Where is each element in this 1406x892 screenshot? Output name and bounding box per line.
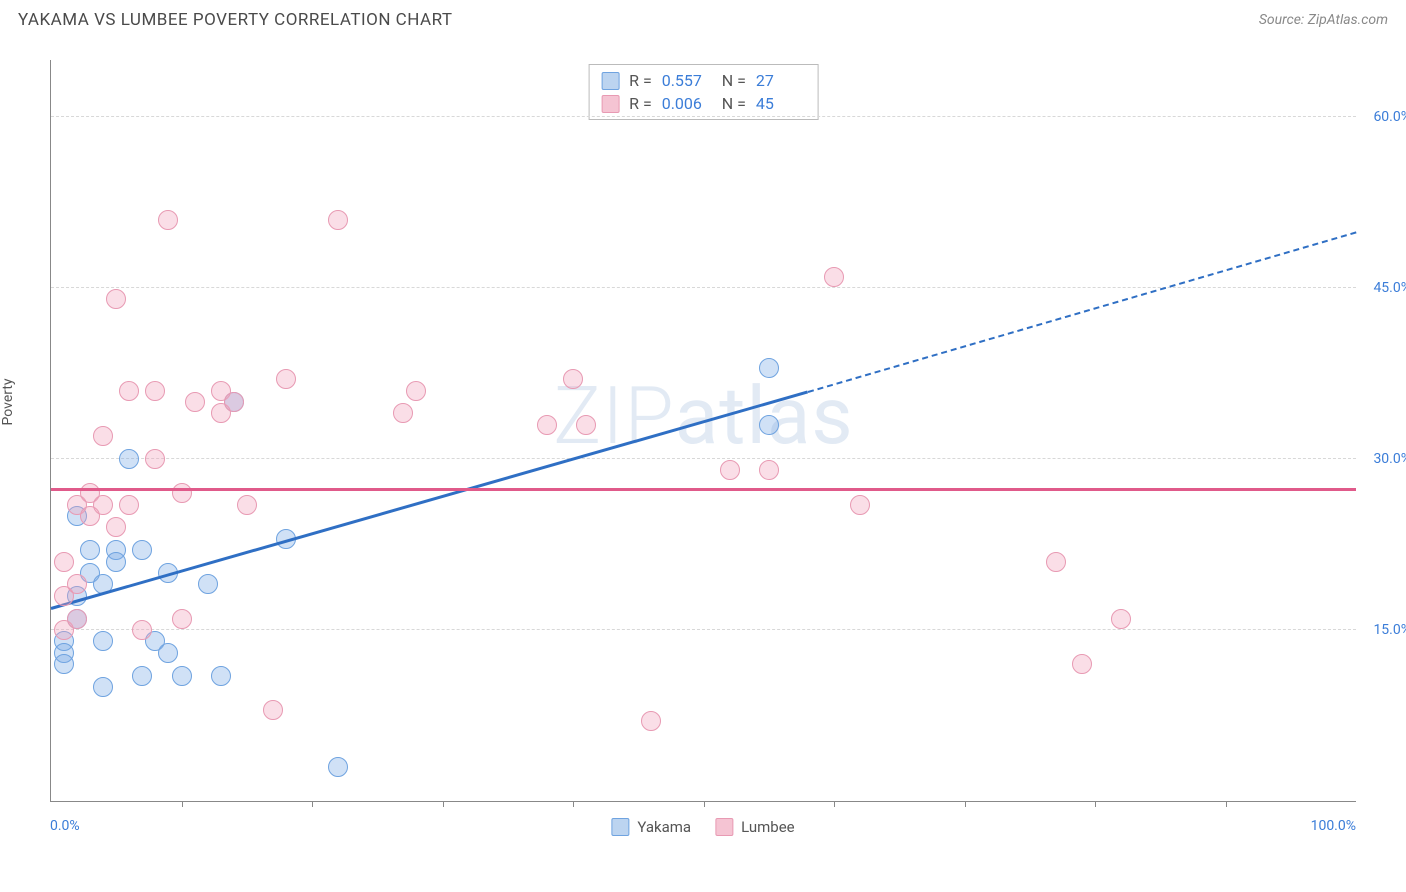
y-tick-label: 60.0% bbox=[1361, 109, 1406, 125]
stats-row: R = 0.557 N = 27 bbox=[601, 69, 806, 92]
data-point bbox=[576, 415, 596, 435]
trend-line bbox=[808, 231, 1357, 393]
x-axis-min-label: 0.0% bbox=[50, 818, 80, 834]
data-point bbox=[158, 210, 178, 230]
data-point bbox=[67, 609, 87, 629]
data-point bbox=[80, 540, 100, 560]
data-point bbox=[172, 666, 192, 686]
data-point bbox=[850, 495, 870, 515]
data-point bbox=[119, 381, 139, 401]
x-tick bbox=[573, 801, 574, 807]
data-point bbox=[106, 517, 126, 537]
y-tick-label: 30.0% bbox=[1361, 451, 1406, 467]
series-legend: Yakama Lumbee bbox=[611, 818, 794, 836]
legend-label: Yakama bbox=[637, 818, 691, 836]
data-point bbox=[198, 574, 218, 594]
data-point bbox=[263, 700, 283, 720]
x-axis-max-label: 100.0% bbox=[1311, 818, 1356, 834]
x-tick bbox=[182, 801, 183, 807]
data-point bbox=[563, 369, 583, 389]
data-point bbox=[93, 495, 113, 515]
data-point bbox=[537, 415, 557, 435]
x-tick bbox=[312, 801, 313, 807]
data-point bbox=[172, 609, 192, 629]
x-tick bbox=[1226, 801, 1227, 807]
data-point bbox=[132, 540, 152, 560]
y-tick-label: 45.0% bbox=[1361, 280, 1406, 296]
series-swatch bbox=[601, 95, 619, 113]
legend-swatch bbox=[611, 818, 629, 836]
data-point bbox=[119, 449, 139, 469]
stat-n-label: N = bbox=[722, 94, 746, 113]
stat-r-label: R = bbox=[629, 94, 652, 113]
data-point bbox=[93, 677, 113, 697]
data-point bbox=[93, 426, 113, 446]
stat-n-label: N = bbox=[722, 71, 746, 90]
data-point bbox=[119, 495, 139, 515]
data-point bbox=[824, 267, 844, 287]
trend-line bbox=[51, 488, 1356, 491]
data-point bbox=[224, 392, 244, 412]
data-point bbox=[172, 483, 192, 503]
data-point bbox=[759, 460, 779, 480]
gridline bbox=[51, 458, 1356, 459]
stat-n-value: 45 bbox=[756, 94, 806, 113]
data-point bbox=[1111, 609, 1131, 629]
x-tick bbox=[704, 801, 705, 807]
gridline bbox=[51, 116, 1356, 117]
x-tick bbox=[834, 801, 835, 807]
data-point bbox=[145, 449, 165, 469]
gridline bbox=[51, 629, 1356, 630]
x-tick bbox=[443, 801, 444, 807]
data-point bbox=[67, 574, 87, 594]
y-tick-label: 15.0% bbox=[1361, 622, 1406, 638]
data-point bbox=[54, 552, 74, 572]
legend-item: Yakama bbox=[611, 818, 691, 836]
data-point bbox=[759, 415, 779, 435]
data-point bbox=[106, 289, 126, 309]
data-point bbox=[393, 403, 413, 423]
stat-n-value: 27 bbox=[756, 71, 806, 90]
data-point bbox=[720, 460, 740, 480]
watermark: ZIPatlas bbox=[553, 369, 853, 463]
data-point bbox=[185, 392, 205, 412]
source-label: Source: ZipAtlas.com bbox=[1259, 12, 1388, 28]
legend-label: Lumbee bbox=[741, 818, 795, 836]
plot-area: ZIPatlas R =0.557N =27R =0.006N =45 15.0… bbox=[50, 60, 1356, 802]
data-point bbox=[406, 381, 426, 401]
data-point bbox=[211, 666, 231, 686]
legend-swatch bbox=[715, 818, 733, 836]
data-point bbox=[641, 711, 661, 731]
data-point bbox=[54, 654, 74, 674]
data-point bbox=[759, 358, 779, 378]
data-point bbox=[132, 620, 152, 640]
trend-line bbox=[51, 391, 809, 610]
stat-r-value: 0.557 bbox=[662, 71, 712, 90]
data-point bbox=[145, 381, 165, 401]
series-swatch bbox=[601, 72, 619, 90]
legend-item: Lumbee bbox=[715, 818, 795, 836]
data-point bbox=[276, 369, 296, 389]
data-point bbox=[132, 666, 152, 686]
chart-container: Poverty ZIPatlas R = 0.557 N = 27 R = 0.006 N … bbox=[0, 40, 1406, 842]
y-axis-label: Poverty bbox=[0, 378, 16, 425]
chart-title: YAKAMA VS LUMBEE POVERTY CORRELATION CHA… bbox=[18, 10, 453, 30]
data-point bbox=[1072, 654, 1092, 674]
stat-r-value: 0.006 bbox=[662, 94, 712, 113]
data-point bbox=[237, 495, 257, 515]
stats-row: R = 0.006 N = 45 bbox=[601, 92, 806, 115]
data-point bbox=[1046, 552, 1066, 572]
data-point bbox=[328, 757, 348, 777]
data-point bbox=[106, 552, 126, 572]
stat-r-label: R = bbox=[629, 71, 652, 90]
x-tick bbox=[965, 801, 966, 807]
data-point bbox=[93, 631, 113, 651]
stats-legend: R = 0.557 N = 27 R = 0.006 N = 45 bbox=[588, 64, 819, 120]
data-point bbox=[158, 643, 178, 663]
x-tick bbox=[1095, 801, 1096, 807]
data-point bbox=[328, 210, 348, 230]
